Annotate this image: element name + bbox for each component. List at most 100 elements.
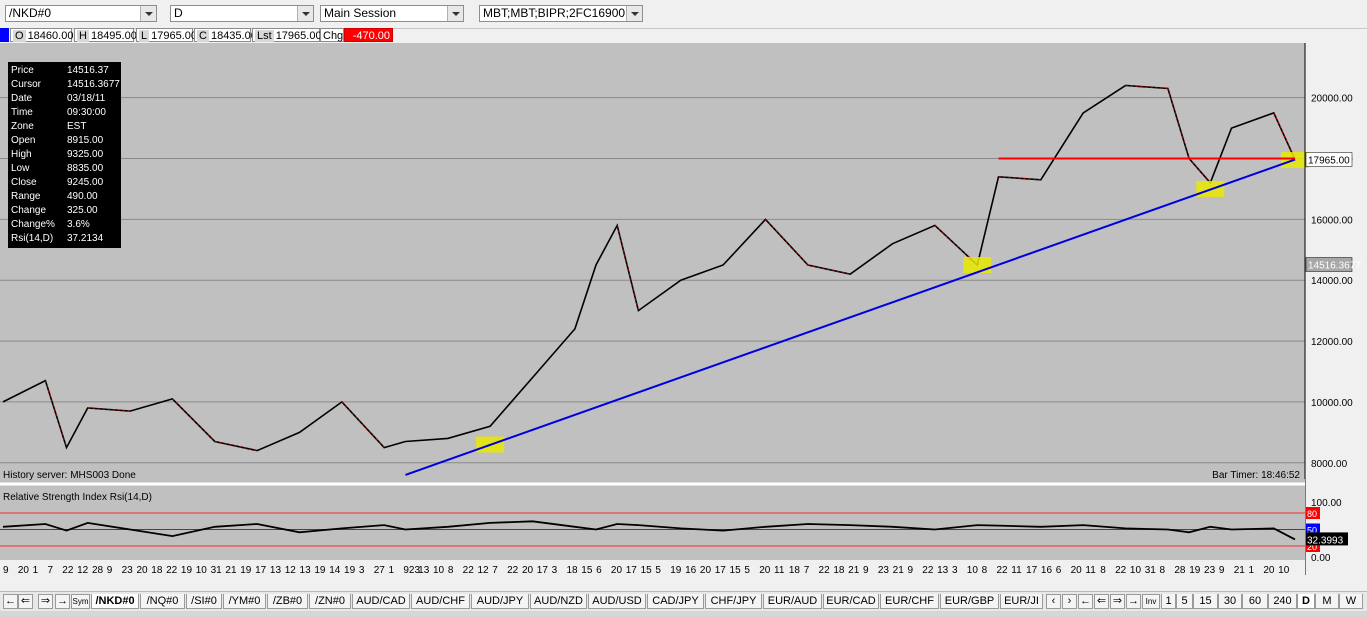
datafeed-select[interactable]: MBT;MBT;BIPR;2FC16900 — [479, 5, 643, 22]
x-tick-day: 22 — [819, 565, 831, 575]
color-swatch[interactable] — [0, 28, 9, 42]
x-tick-day: 6 — [1056, 565, 1062, 575]
interval-tab-5[interactable]: 5 — [1176, 594, 1193, 609]
quote-change: -470.00 — [344, 28, 393, 42]
rsi-line — [2, 520, 1296, 541]
x-tick-day: 28 — [92, 565, 104, 575]
x-tick-day: 22 — [166, 565, 178, 575]
tab-cadjpy[interactable]: CAD/JPY — [647, 594, 704, 609]
x-tick-day: 23 — [122, 565, 134, 575]
interval-tab-w[interactable]: W — [1339, 594, 1363, 609]
rsi-last-bg — [1306, 532, 1348, 546]
info-value: 8835.00 — [67, 163, 104, 174]
tab-audjpy[interactable]: AUD/JPY — [471, 594, 529, 609]
info-key: Change — [11, 205, 47, 216]
info-key: Change% — [11, 219, 55, 230]
x-tick-day: 9 — [863, 565, 869, 575]
tab-scroll-right-icon[interactable]: › — [1062, 594, 1077, 609]
scroll-start-icon[interactable]: ⇐ — [18, 594, 33, 609]
tab-scroll-left-icon[interactable]: ‹ — [1046, 594, 1061, 609]
x-tick-day: 19 — [344, 565, 356, 575]
rsi-last-marker: 32.3993 — [1307, 535, 1344, 546]
rsi-series — [0, 512, 1305, 547]
x-tick-day: 9 — [3, 565, 9, 575]
quote-change-label: Chg — [320, 28, 344, 42]
price-chart[interactable]: 8000.00 10000.00 12000.00 14000.00 16000.00 1… — [0, 43, 1367, 575]
quote-high: H 18495.00 — [74, 28, 137, 42]
tab-ym0[interactable]: /YM#0 — [223, 594, 266, 609]
tab-audusd[interactable]: AUD/USD — [588, 594, 646, 609]
x-tick-day: 8 — [982, 565, 988, 575]
scroll-left-icon[interactable]: ← — [3, 594, 18, 609]
down-segment — [1188, 158, 1211, 184]
down-segment — [44, 380, 67, 448]
rsi-mid-marker: 50 — [1307, 526, 1317, 536]
info-value: 9325.00 — [67, 149, 104, 160]
x-tick-day: 22 — [507, 565, 519, 575]
down-segment — [341, 401, 385, 448]
info-value: 325.00 — [67, 205, 98, 216]
interval-tab-15[interactable]: 15 — [1193, 594, 1218, 609]
down-segment — [214, 441, 258, 452]
x-tick-day: 19 — [314, 565, 326, 575]
chevron-down-icon[interactable] — [140, 6, 156, 21]
tab-nq0[interactable]: /NQ#0 — [140, 594, 185, 609]
interval-tab-d[interactable]: D — [1297, 594, 1315, 609]
scroll-left-icon[interactable]: ← — [1078, 594, 1093, 609]
info-key: Cursor — [11, 79, 42, 90]
session-select[interactable]: Main Session — [320, 5, 464, 22]
scroll-right-icon[interactable]: → — [1126, 594, 1141, 609]
tab-nkd0[interactable]: /NKD#0 — [91, 594, 139, 609]
scroll-end-icon[interactable]: ⇒ — [1110, 594, 1125, 609]
y-tick-label: 10000.00 — [1311, 398, 1353, 409]
tab-eurcad[interactable]: EUR/CAD — [823, 594, 879, 609]
x-tick-day: 17 — [1026, 565, 1038, 575]
info-value: 9245.00 — [67, 177, 104, 188]
sym-button[interactable]: Sym — [71, 594, 90, 609]
horizontal-scrollbar[interactable] — [0, 611, 1367, 617]
scroll-right-icon[interactable]: → — [55, 594, 70, 609]
interval-tab-1[interactable]: 1 — [1161, 594, 1176, 609]
tab-zb0[interactable]: /ZB#0 — [267, 594, 308, 609]
chevron-down-icon[interactable] — [626, 6, 642, 21]
bar-timer: Bar Timer: 18:46:52 — [1212, 470, 1300, 481]
scroll-end-icon[interactable]: ⇒ — [38, 594, 53, 609]
interval-tab-240[interactable]: 240 — [1268, 594, 1297, 609]
interval-tab-30[interactable]: 30 — [1218, 594, 1242, 609]
tab-eurgbp[interactable]: EUR/GBP — [940, 594, 999, 609]
info-value: EST — [67, 121, 87, 132]
scroll-start-icon[interactable]: ⇐ — [1094, 594, 1109, 609]
x-tick-day: 20 — [700, 565, 712, 575]
inv-button[interactable]: Inv — [1142, 594, 1160, 609]
tab-euraud[interactable]: EUR/AUD — [763, 594, 822, 609]
tab-audnzd[interactable]: AUD/NZD — [530, 594, 587, 609]
x-tick-day: 13 — [937, 565, 949, 575]
x-tick-day: 11 — [774, 565, 785, 575]
interval-select[interactable]: D — [170, 5, 314, 22]
x-tick-day: 19 — [181, 565, 193, 575]
tab-eurchf[interactable]: EUR/CHF — [880, 594, 939, 609]
x-tick-day: 21 — [1234, 565, 1246, 575]
interval-tab-60[interactable]: 60 — [1242, 594, 1268, 609]
x-tick-day: 8 — [1160, 565, 1166, 575]
tab-audcad[interactable]: AUD/CAD — [352, 594, 410, 609]
symbol-select[interactable]: /NKD#0 — [5, 5, 157, 22]
info-key: Low — [11, 163, 30, 174]
x-tick-day: 15 — [641, 565, 653, 575]
tab-chfjpy[interactable]: CHF/JPY — [705, 594, 762, 609]
chevron-down-icon[interactable] — [447, 6, 463, 21]
x-tick-day: 8 — [448, 565, 454, 575]
x-tick-day: 3 — [952, 565, 958, 575]
x-tick-day: 20 — [136, 565, 148, 575]
tab-eurji[interactable]: EUR/JI — [1000, 594, 1043, 609]
tab-audchf[interactable]: AUD/CHF — [411, 594, 470, 609]
x-tick-day: 7 — [804, 565, 810, 575]
toolbar: /NKD#0 D Main Session MBT;MBT;BIPR;2FC16… — [0, 0, 1367, 29]
tab-zn0[interactable]: /ZN#0 — [309, 594, 351, 609]
interval-tab-m[interactable]: M — [1315, 594, 1339, 609]
tab-si0[interactable]: /SI#0 — [186, 594, 222, 609]
last-price-marker-bg — [1305, 152, 1353, 167]
symbol-tabs: ← ⇐ ⇒ → Sym /NKD#0/NQ#0/SI#0/YM#0/ZB#0/Z… — [0, 591, 1367, 612]
info-value: 37.2134 — [67, 233, 104, 244]
chevron-down-icon[interactable] — [297, 6, 313, 21]
